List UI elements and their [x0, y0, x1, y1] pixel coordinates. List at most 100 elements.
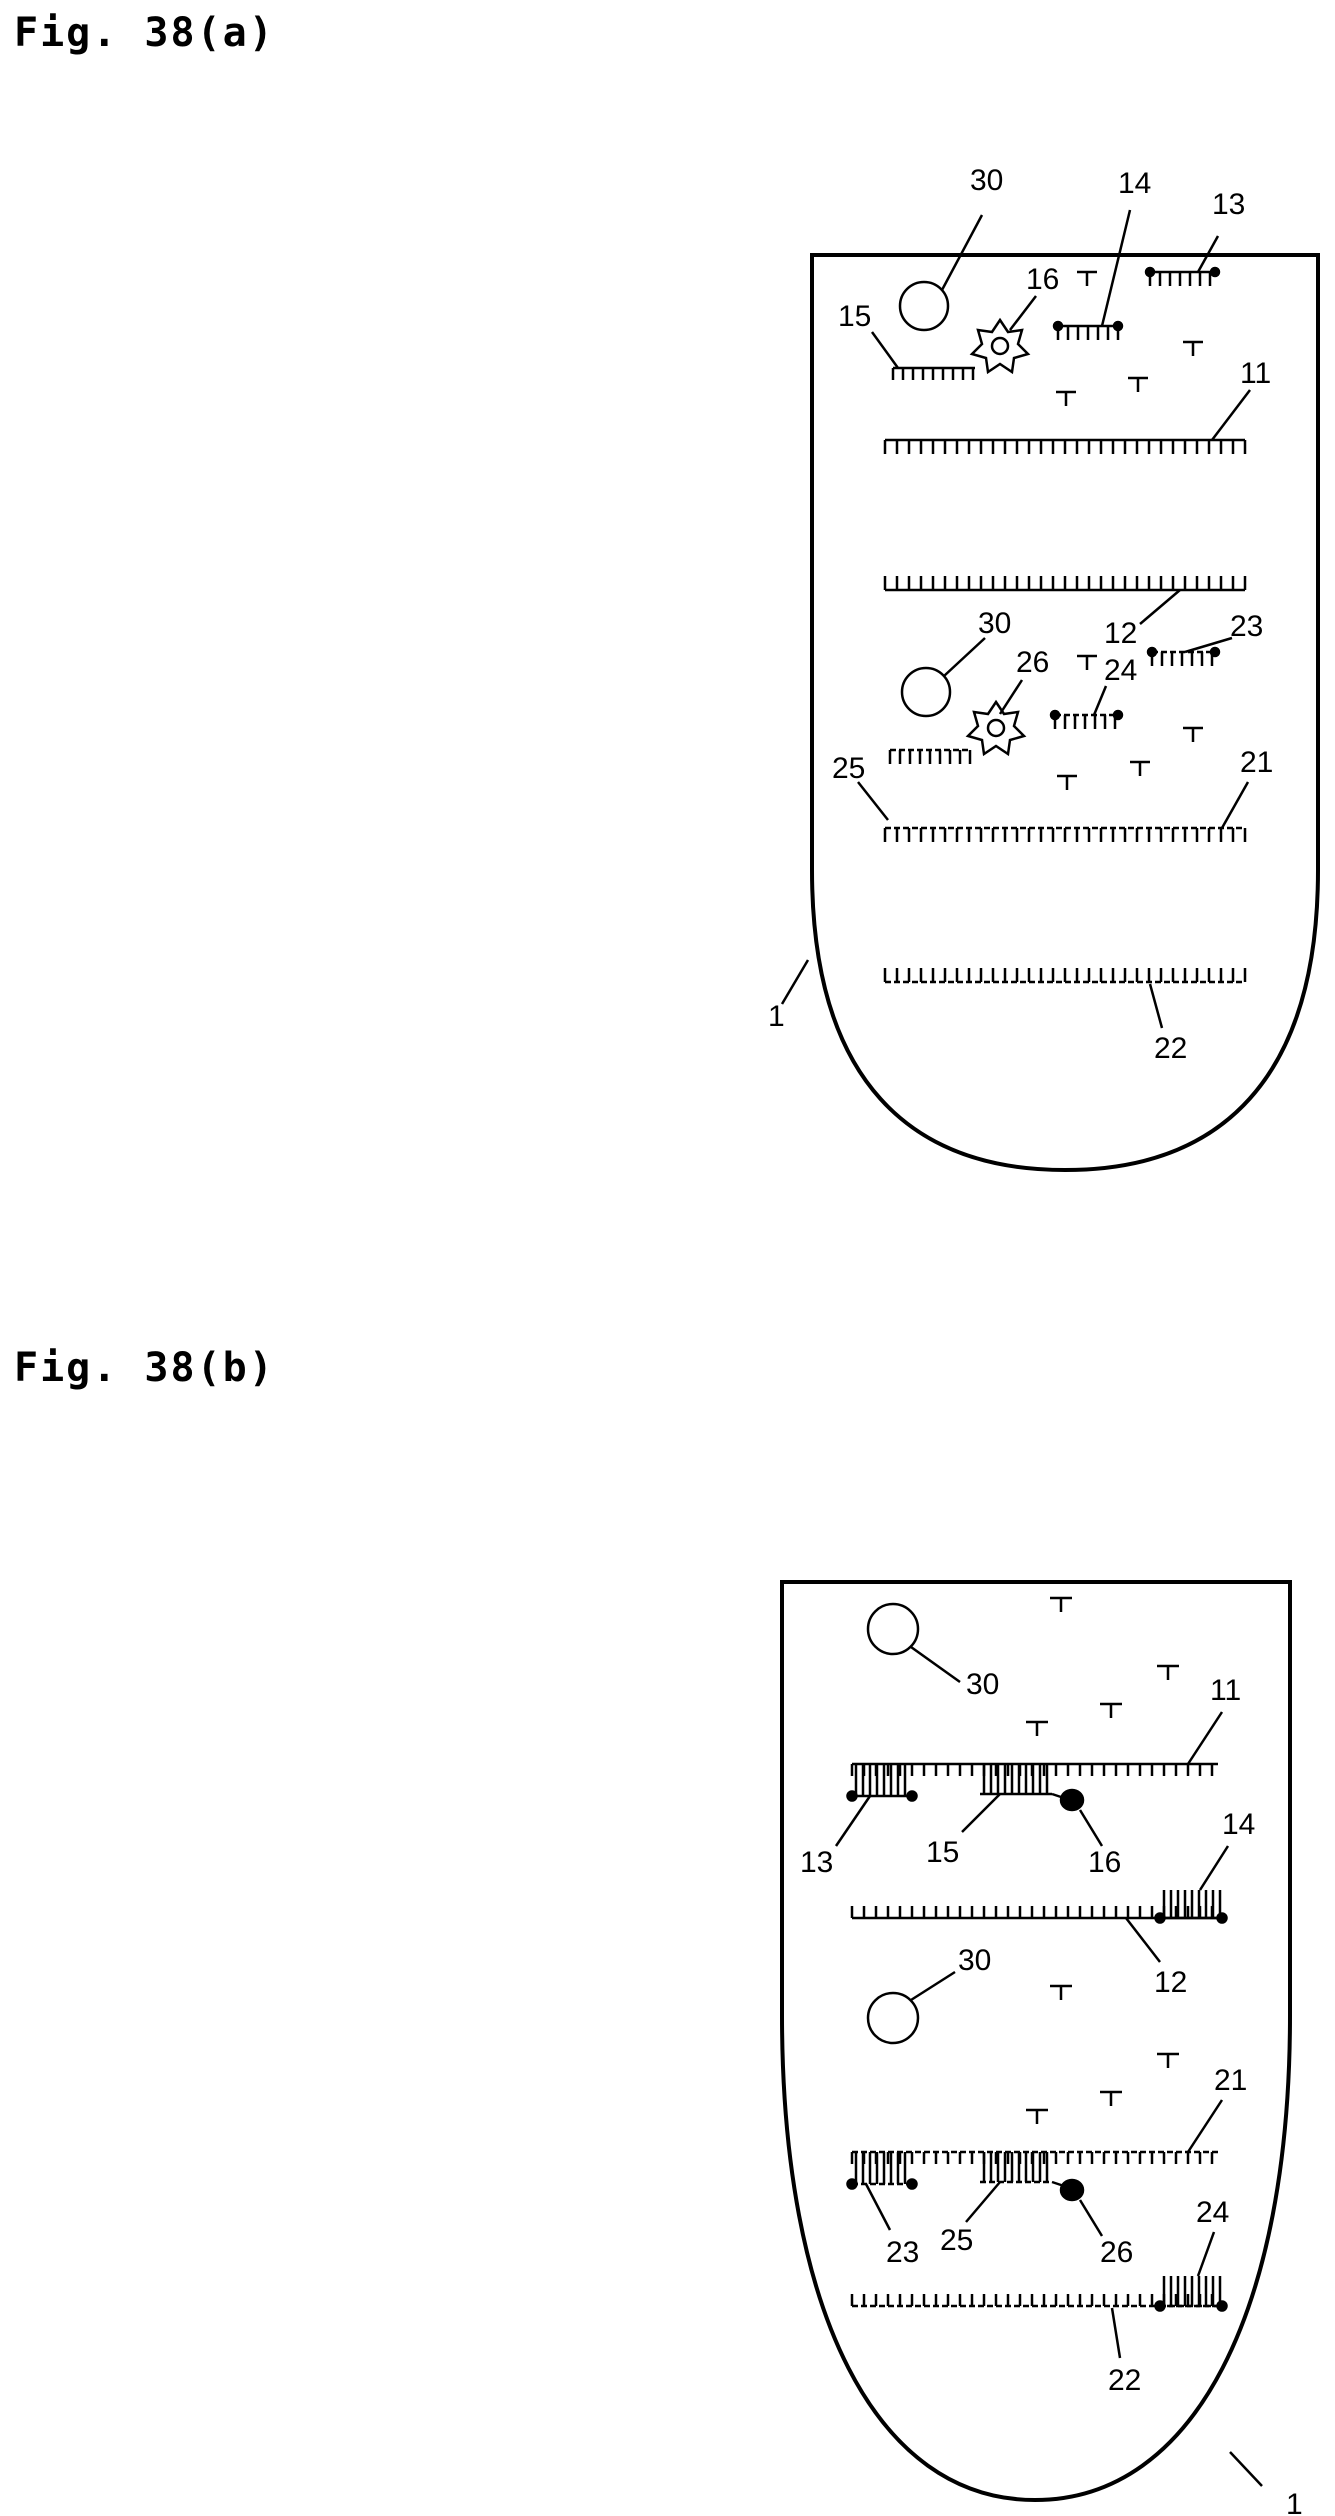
primer-mark-b — [1157, 2054, 1179, 2068]
label-11-a: 11 — [1240, 357, 1271, 390]
quencher-16-b — [1061, 1790, 1083, 1810]
primer-mark-a — [1077, 272, 1097, 286]
leader-line-14-a — [1102, 210, 1130, 326]
strand-21-a — [885, 828, 1245, 842]
label-13-b: 13 — [800, 1846, 833, 1879]
leader-line-23-b — [866, 2184, 890, 2230]
fluorophore-16-a — [972, 320, 1028, 372]
duplex-end-dot — [1156, 1914, 1165, 1923]
bead-30-b1 — [868, 1604, 918, 1654]
leader-line-1-b — [1230, 2452, 1262, 2486]
leader-line-11-b — [1188, 1712, 1222, 1764]
strand-14-a — [1054, 322, 1122, 340]
tube-b-outline — [782, 1582, 1290, 2500]
leader-line-1-a — [782, 960, 808, 1004]
duplex-end-dot — [1156, 2302, 1165, 2311]
leader-line-13-b — [836, 1796, 870, 1846]
label-14-b: 14 — [1222, 1808, 1255, 1841]
label-21-b: 21 — [1214, 2064, 1247, 2097]
duplex-end-dot — [1218, 1914, 1227, 1923]
label-26-a: 26 — [1016, 646, 1049, 679]
fluorophore-26-a-core — [988, 720, 1004, 736]
leader-line-12-a — [1140, 590, 1180, 624]
bead-30-a1 — [900, 282, 948, 330]
strand-15-a — [893, 368, 975, 380]
strand-25-a — [890, 750, 970, 764]
leader-line-22-b — [1112, 2308, 1120, 2358]
label-24-b: 24 — [1196, 2196, 1229, 2229]
leader-line-24-b — [1198, 2232, 1214, 2276]
leader-line-25-b — [966, 2182, 1000, 2222]
primer-mark-a — [1077, 656, 1097, 670]
primer-mark-a — [1183, 342, 1203, 356]
strand-end-dot — [1114, 322, 1122, 330]
label-15-b: 15 — [926, 1836, 959, 1869]
strand-11-b — [852, 1764, 1218, 1776]
leader-line-15-a — [872, 332, 898, 368]
primer-mark-a — [1128, 378, 1148, 392]
label-12-a: 12 — [1104, 617, 1137, 650]
label-16-b: 16 — [1088, 1846, 1121, 1879]
leader-line-26-a — [1000, 680, 1022, 714]
strand-end-dot — [1051, 711, 1059, 719]
label-22-b: 22 — [1108, 2364, 1141, 2397]
primer-mark-a — [1056, 392, 1076, 406]
primer-mark-a — [1183, 728, 1203, 742]
leader-line-11-a — [1212, 390, 1250, 440]
duplex-end-dot — [848, 1792, 857, 1801]
label-25-a: 25 — [832, 752, 865, 785]
leader-line-21-a — [1222, 782, 1248, 828]
primer-mark-b — [1050, 1986, 1072, 2000]
strand-end-dot — [1211, 268, 1219, 276]
primer-mark-b — [1026, 2110, 1048, 2124]
duplex-25-b — [980, 2152, 1052, 2182]
bead-30-b2 — [868, 1993, 918, 2043]
primer-mark-b — [1100, 2092, 1122, 2106]
duplex-15-b — [980, 1764, 1052, 1794]
label-26-b: 26 — [1100, 2236, 1133, 2269]
label-25-b: 25 — [940, 2224, 973, 2257]
leader-line-23-a — [1185, 638, 1232, 652]
strand-end-dot — [1148, 648, 1156, 656]
quencher-26-b — [1061, 2180, 1083, 2200]
label-30-b1: 30 — [966, 1668, 999, 1701]
primer-mark-b — [1050, 1598, 1072, 1612]
leader-line-12-b — [1126, 1918, 1160, 1962]
label-23-b: 23 — [886, 2236, 919, 2269]
strand-end-dot — [1054, 322, 1062, 330]
strand-end-dot — [1211, 648, 1219, 656]
fluorophore-26-a — [968, 702, 1024, 754]
label-30-a1: 30 — [970, 164, 1003, 197]
fluorophore-16-a-core — [992, 338, 1008, 354]
duplex-end-dot — [908, 1792, 917, 1801]
strand-21-b — [852, 2152, 1218, 2164]
leader-line-26-b — [1080, 2200, 1102, 2236]
leader-line-24-a — [1094, 686, 1106, 715]
primer-mark-b — [1100, 1704, 1122, 1718]
strand-end-dot — [1146, 268, 1154, 276]
duplex-13-b — [848, 1764, 917, 1801]
label-1-b: 1 — [1286, 2488, 1303, 2516]
label-30-a2: 30 — [978, 607, 1011, 640]
leader-line-30-b2 — [911, 1972, 955, 2000]
bead-30-a2 — [902, 668, 950, 716]
label-16-a: 16 — [1026, 263, 1059, 296]
strand-12-a — [885, 576, 1245, 590]
label-23-a: 23 — [1230, 610, 1263, 643]
leader-line-16-a — [1010, 296, 1036, 330]
primer-mark-a — [1130, 762, 1150, 776]
label-14-a: 14 — [1118, 167, 1151, 200]
leader-line-25-a — [858, 782, 888, 820]
leader-line-22-a — [1150, 984, 1162, 1028]
leader-line-30-b1 — [911, 1647, 960, 1682]
duplex-end-dot — [848, 2180, 857, 2189]
primer-mark-b — [1157, 1666, 1179, 1680]
label-12-b: 12 — [1154, 1966, 1187, 1999]
leader-line-14-b — [1200, 1846, 1228, 1890]
leader-line-16-b — [1080, 1810, 1102, 1846]
strand-end-dot — [1114, 711, 1122, 719]
duplex-end-dot — [1218, 2302, 1227, 2311]
label-21-a: 21 — [1240, 746, 1273, 779]
leader-line-30-a1 — [942, 215, 982, 290]
primer-mark-a — [1057, 776, 1077, 790]
